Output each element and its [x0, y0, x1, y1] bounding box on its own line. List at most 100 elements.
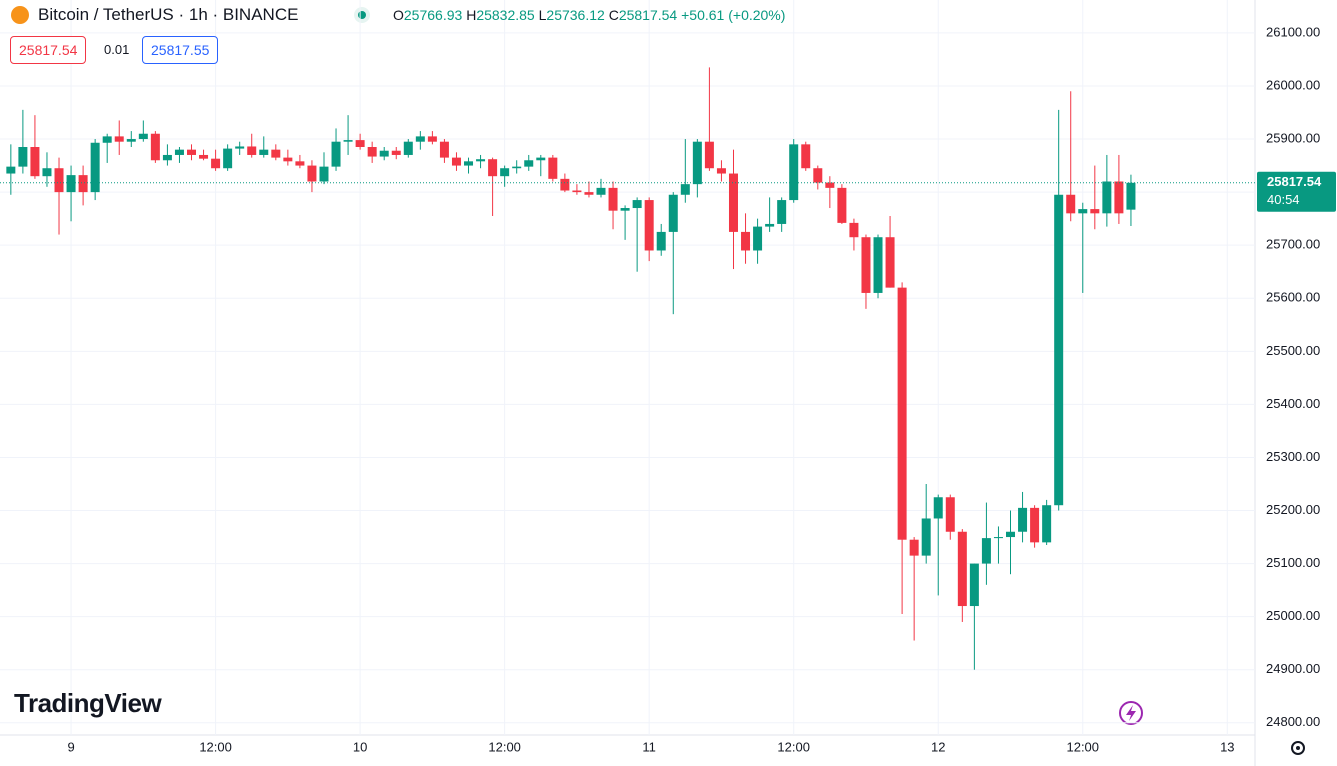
candle-body [439, 141, 449, 158]
candle-body [42, 168, 52, 177]
candle-body [897, 287, 907, 540]
ohlc-legend: O25766.93 H25832.85 L25736.12 C25817.54 … [393, 7, 785, 23]
candle-body [391, 150, 401, 155]
ohlc-key: L [538, 7, 547, 23]
candle-body [608, 187, 618, 211]
candle-body [1078, 209, 1088, 214]
candle-body [1126, 182, 1136, 210]
candle-body [114, 136, 124, 142]
candle-body [367, 147, 377, 157]
candle-body [1114, 181, 1124, 214]
candle-body [199, 154, 209, 159]
candle-body [536, 157, 546, 161]
candle-body [259, 149, 269, 155]
grid [0, 0, 1255, 735]
candle-body [1066, 194, 1076, 214]
y-tick-label: 26000.00 [1266, 77, 1320, 92]
candle-body [704, 141, 714, 169]
candle-body [993, 537, 1003, 539]
candle-body [138, 133, 148, 140]
candle-body [692, 141, 702, 185]
candle-body [620, 208, 630, 211]
ohlc-key: H [466, 7, 477, 23]
candle-body [283, 157, 293, 162]
settings-icon[interactable] [1291, 741, 1305, 755]
candle-body [271, 149, 281, 158]
candle-body [187, 149, 197, 155]
ohlc-value: 25766.93 [403, 7, 463, 23]
candle-body [524, 160, 534, 167]
bid-price[interactable]: 25817.54 [10, 36, 87, 64]
y-tick-label: 25100.00 [1266, 555, 1320, 570]
y-tick-label: 24900.00 [1266, 661, 1320, 676]
candle-body [150, 133, 160, 161]
candle-body [909, 539, 919, 556]
candle-body [512, 166, 522, 169]
candle-body [933, 497, 943, 519]
candle-body [30, 147, 40, 177]
x-tick-label: 11 [642, 739, 656, 754]
candle-body [355, 140, 365, 147]
x-tick-label: 12:00 [199, 739, 232, 754]
logo: TradingView [14, 688, 162, 718]
x-tick-label: 12 [931, 739, 945, 754]
candle-body [1054, 194, 1064, 506]
x-tick-label: 12:00 [777, 739, 810, 754]
candle-body [451, 157, 461, 166]
candle-body [584, 192, 594, 195]
candle-body [319, 166, 329, 182]
candle-body [162, 154, 172, 161]
symbol-title: Bitcoin / TetherUS · 1h · BINANCE [38, 5, 299, 24]
candle-body [54, 168, 64, 193]
y-tick-label: 25900.00 [1266, 130, 1320, 145]
candle-body [777, 200, 787, 224]
candle-body [211, 158, 221, 169]
candle-body [1018, 507, 1028, 532]
status-dot [358, 11, 366, 19]
candle-body [813, 168, 823, 183]
candle-body [1102, 181, 1112, 214]
x-tick-label: 10 [353, 739, 367, 754]
candle-body [1006, 531, 1016, 538]
candle-body [728, 173, 738, 232]
alert-icon[interactable] [1119, 701, 1143, 725]
candle-body [488, 159, 498, 177]
candle-body [18, 147, 28, 167]
x-tick-label: 13 [1220, 739, 1234, 754]
candle-body [500, 168, 510, 177]
candle-body [632, 200, 642, 209]
candle-body [66, 175, 76, 193]
ohlc-value: 25736.12 [546, 7, 605, 23]
candle-body [415, 136, 425, 142]
candle-body [295, 161, 305, 166]
candle-body [945, 497, 955, 532]
candle-body [644, 200, 654, 251]
candle-body [1030, 507, 1040, 543]
last-price-label: 25817.54 [1267, 174, 1322, 189]
x-tick-label: 12:00 [488, 739, 521, 754]
candles [6, 67, 1136, 670]
ohlc-value: 25832.85 [476, 7, 535, 23]
y-tick-label: 25700.00 [1266, 237, 1320, 252]
last-price-box [1257, 171, 1336, 212]
candle-body [753, 226, 763, 251]
candle-body [126, 139, 136, 142]
candle-body [90, 142, 100, 193]
candle-body [560, 178, 570, 191]
ohlc-key: C [608, 7, 619, 23]
ask-price[interactable]: 25817.55 [142, 36, 219, 64]
candle-body [427, 136, 437, 142]
candle-body [6, 166, 16, 174]
candle-body [476, 159, 486, 162]
candle-body [789, 144, 799, 201]
candle-body [873, 237, 883, 293]
candle-body [596, 187, 606, 195]
candle-body [247, 146, 257, 155]
candle-body [102, 136, 112, 143]
y-tick-label: 25600.00 [1266, 290, 1320, 305]
candle-body [957, 531, 967, 607]
y-tick-label: 25400.00 [1266, 396, 1320, 411]
candle-body [1090, 209, 1100, 214]
candle-body [861, 237, 871, 293]
bitcoin-icon [11, 6, 29, 24]
